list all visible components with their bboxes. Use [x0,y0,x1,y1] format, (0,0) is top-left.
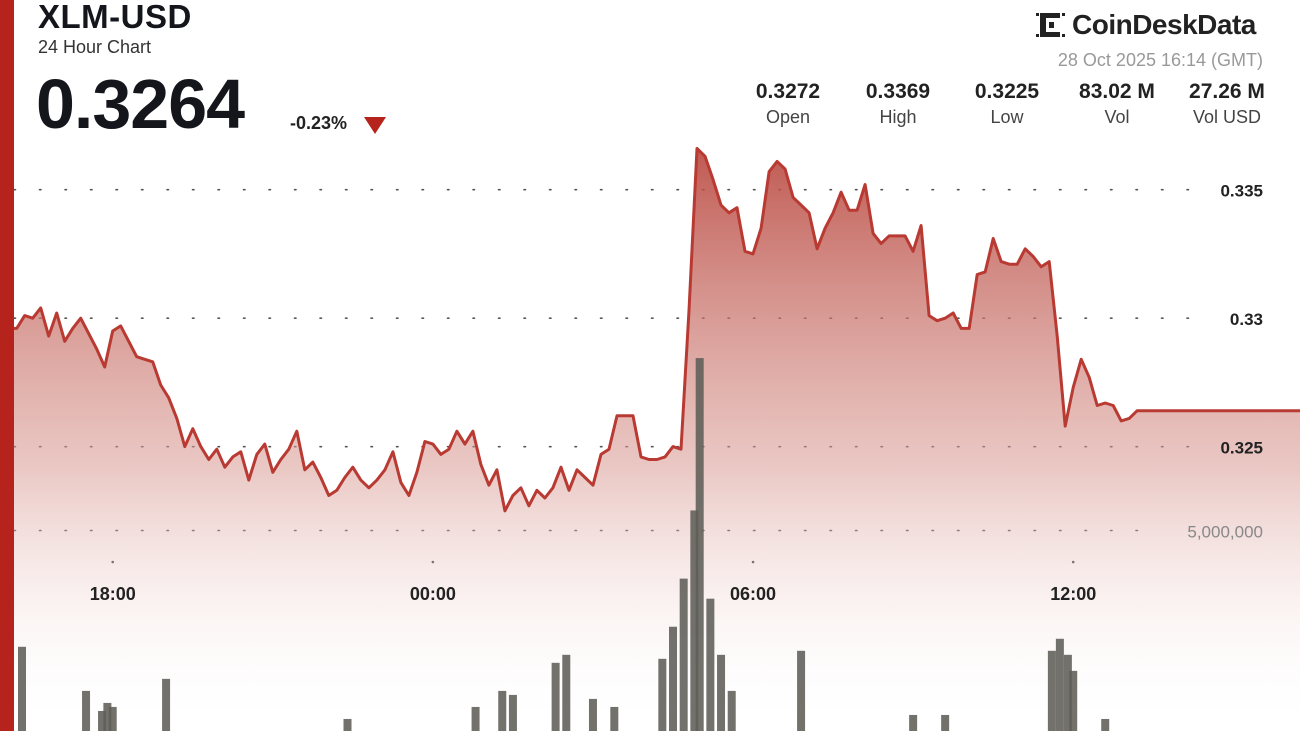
price-change: -0.23% [290,113,348,133]
volume-bar [679,578,688,731]
volume-bar [508,694,517,731]
volume-bar [18,646,27,731]
volume-bar [909,714,918,731]
volume-tick-label: 5,000,000 [1187,523,1263,542]
price-tick-label: 0.325 [1220,439,1263,458]
time-tick-label: 06:00 [730,584,776,604]
volume-bar [658,658,667,731]
brand-logo: CoinDeskData [1036,8,1256,42]
chart-subtitle: 24 Hour Chart [38,37,152,57]
stat-vol-usd: 27.26 M Vol USD [1172,80,1282,128]
volume-bar [103,702,112,731]
volume-bar [717,654,726,731]
volume-bar [471,706,480,731]
volume-bar [706,598,715,731]
volume-bar [82,690,91,731]
volume-bar [498,690,507,731]
stat-value: 83.02 M [1079,80,1155,103]
volume-bar [162,678,171,731]
price-tick-label: 0.33 [1230,310,1263,329]
stat-label: Vol USD [1192,107,1262,127]
volume-bar [610,706,619,731]
stat-low: 0.3225 Low [952,80,1062,128]
accent-bar [0,0,14,731]
volume-bar [669,626,678,731]
stat-value: 0.3225 [974,80,1040,103]
volume-bar [98,710,107,731]
price-area [14,148,1300,731]
current-price: 0.3264 [36,65,245,143]
time-tick-label: 12:00 [1050,584,1096,604]
stat-label: Low [990,107,1024,127]
volume-bar [108,706,117,731]
volume-bar [1069,670,1078,731]
volume-bar [343,718,352,731]
price-tick-label: 0.335 [1220,182,1263,201]
volume-bar [695,358,704,731]
volume-bar [690,510,699,731]
volume-bar [1063,654,1072,731]
stat-open: 0.3272 Open [733,80,843,128]
volume-bar [588,698,597,731]
volume-bar [797,650,806,731]
stat-value: 0.3369 [865,80,931,103]
volume-bar [562,654,571,731]
volume-bar [551,662,560,731]
coindesk-logo-icon [1036,13,1065,37]
price-line [14,147,1300,513]
stat-vol: 83.02 M Vol [1062,80,1172,128]
time-tick-label: 18:00 [90,584,136,604]
stat-label: Vol [1104,107,1130,127]
stat-label: High [879,107,917,127]
stat-label: Open [765,107,811,127]
volume-bar [727,690,736,731]
time-tick-label: 00:00 [410,584,456,604]
brand-name: CoinDeskData [1072,9,1256,40]
volume-bar [1047,650,1056,731]
volume-bar [1101,718,1110,731]
down-triangle-icon [364,117,386,134]
stat-high: 0.3369 High [843,80,953,128]
stat-value: 27.26 M [1189,80,1265,103]
volume-bar [941,714,950,731]
volume-bar [1055,638,1064,731]
pair-title: XLM-USD [38,0,192,35]
stat-value: 0.3272 [755,80,821,103]
timestamp: 28 Oct 2025 16:14 (GMT) [1057,50,1263,70]
